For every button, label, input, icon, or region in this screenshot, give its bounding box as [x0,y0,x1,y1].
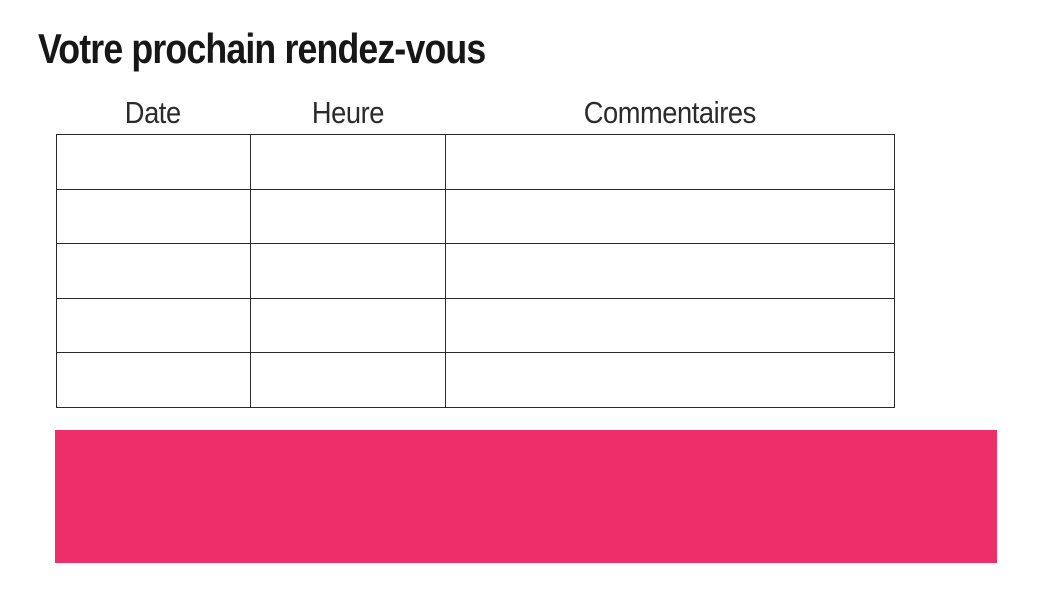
column-header-commentaires: Commentaires [445,95,894,130]
table-cell [250,134,446,190]
column-header-date: Date [56,95,250,130]
table-cell [250,352,446,408]
table-row [56,134,895,190]
appointments-table [56,134,895,408]
table-row [56,243,895,299]
table-cell [56,352,251,408]
table-cell [445,243,895,299]
column-header-date-label: Date [125,95,181,130]
table-cell [250,188,446,245]
highlight-banner [55,430,997,563]
table-cell [56,134,251,190]
table-row [56,297,895,354]
table-cell [445,352,895,408]
column-header-heure: Heure [250,95,445,130]
table-cell [250,243,446,299]
table-cell [445,134,895,190]
table-cell [250,297,446,354]
column-header-commentaires-label: Commentaires [583,95,756,130]
table-cell [56,297,251,354]
table-cell [56,243,251,299]
page-title: Votre prochain rendez-vous [38,25,486,72]
table-cell [445,188,895,245]
table-row [56,352,895,408]
table-row [56,188,895,245]
appointments-table-body [56,134,895,408]
table-cell [56,188,251,245]
table-header-row: Date Heure Commentaires [56,95,894,130]
column-header-heure-label: Heure [311,95,384,130]
table-cell [445,297,895,354]
